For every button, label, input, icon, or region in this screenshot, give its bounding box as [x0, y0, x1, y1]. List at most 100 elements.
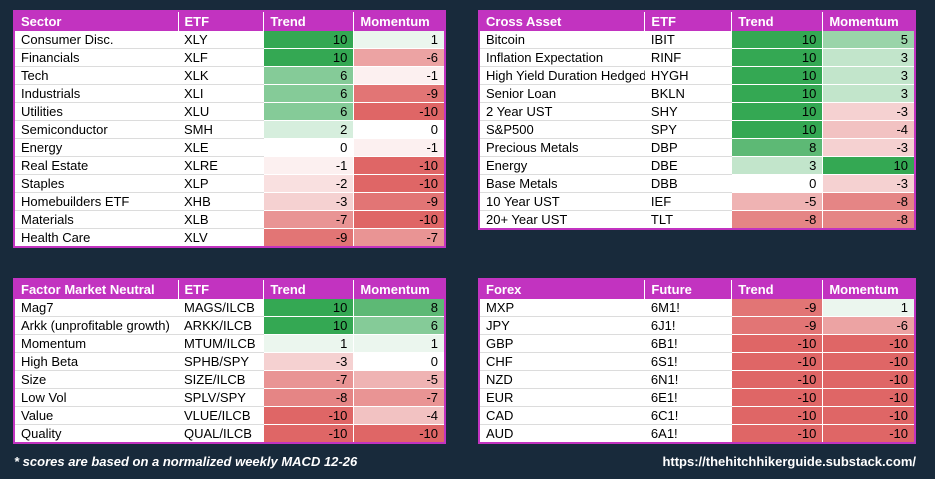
- substack-url-link[interactable]: https://thehitchhikerguide.substack.com/: [662, 454, 916, 469]
- momentum-score-cell: -4: [353, 406, 444, 425]
- asset-name-cell: Materials: [15, 210, 179, 229]
- ticker-cell: 6B1!: [644, 334, 732, 353]
- momentum-score-cell: -10: [353, 210, 444, 229]
- ticker-cell: XLF: [178, 48, 264, 67]
- ticker-cell: TLT: [644, 210, 732, 228]
- factor_market_neutral-grid: Factor Market Neutral ETF Trend Momentum Mag…: [15, 280, 444, 442]
- trend-score-cell: -9: [263, 228, 354, 246]
- trend-score-cell: -3: [263, 352, 354, 371]
- momentum-score-cell: -3: [822, 138, 914, 157]
- momentum-score-cell: -10: [353, 156, 444, 175]
- momentum-score-cell: -10: [822, 406, 914, 425]
- header-row: Forex Future Trend Momentum: [480, 280, 914, 299]
- asset-name-cell: Precious Metals: [480, 138, 645, 157]
- table-row: High Yield Duration Hedged HYGH 10 3: [480, 66, 914, 85]
- trend-score-cell: 10: [731, 84, 823, 103]
- table-row: Homebuilders ETF XHB -3 -9: [15, 192, 444, 211]
- asset-name-cell: GBP: [480, 334, 645, 353]
- asset-name-cell: High Beta: [15, 352, 179, 371]
- table-row: Tech XLK 6 -1: [15, 66, 444, 85]
- momentum-score-cell: 0: [353, 120, 444, 139]
- table-row: Quality QUAL/ILCB -10 -10: [15, 424, 444, 442]
- forex-table: Forex Future Trend Momentum MXP 6M1! -9 1 JPY 6J1…: [478, 278, 916, 444]
- table-row: EUR 6E1! -10 -10: [480, 388, 914, 407]
- table-row: Low Vol SPLV/SPY -8 -7: [15, 388, 444, 407]
- ticker-cell: DBB: [644, 174, 732, 193]
- ticker-cell: 6A1!: [644, 424, 732, 442]
- momentum-score-cell: 0: [353, 352, 444, 371]
- trend-score-cell: -10: [731, 424, 823, 442]
- table-row: Semiconductor SMH 2 0: [15, 120, 444, 139]
- asset-name-cell: NZD: [480, 370, 645, 389]
- momentum-score-cell: 8: [353, 299, 444, 317]
- asset-name-cell: 10 Year UST: [480, 192, 645, 211]
- trend-score-cell: -10: [731, 352, 823, 371]
- asset-name-cell: Energy: [480, 156, 645, 175]
- trend-score-cell: -5: [731, 192, 823, 211]
- table-row: Precious Metals DBP 8 -3: [480, 138, 914, 157]
- table-row: 2 Year UST SHY 10 -3: [480, 102, 914, 121]
- category-header: Cross Asset: [480, 12, 645, 31]
- table-row: Senior Loan BKLN 10 3: [480, 84, 914, 103]
- table-row: Staples XLP -2 -10: [15, 174, 444, 193]
- table-row: MXP 6M1! -9 1: [480, 299, 914, 317]
- ticker-cell: XLU: [178, 102, 264, 121]
- trend-score-cell: 10: [731, 102, 823, 121]
- asset-name-cell: Momentum: [15, 334, 179, 353]
- asset-name-cell: Bitcoin: [480, 31, 645, 49]
- category-header: Factor Market Neutral: [15, 280, 179, 299]
- asset-name-cell: AUD: [480, 424, 645, 442]
- ticker-cell: 6E1!: [644, 388, 732, 407]
- table-row: Real Estate XLRE -1 -10: [15, 156, 444, 175]
- trend-score-cell: 6: [263, 66, 354, 85]
- ticker-cell: DBE: [644, 156, 732, 175]
- trend-score-cell: -10: [263, 424, 354, 442]
- momentum-header: Momentum: [822, 12, 914, 31]
- asset-name-cell: Real Estate: [15, 156, 179, 175]
- asset-name-cell: JPY: [480, 316, 645, 335]
- asset-name-cell: Semiconductor: [15, 120, 179, 139]
- ticker-cell: 6J1!: [644, 316, 732, 335]
- table-row: S&P500 SPY 10 -4: [480, 120, 914, 139]
- asset-name-cell: Senior Loan: [480, 84, 645, 103]
- momentum-score-cell: -5: [353, 370, 444, 389]
- trend-score-cell: -2: [263, 174, 354, 193]
- asset-name-cell: Inflation Expectation: [480, 48, 645, 67]
- momentum-score-cell: -10: [822, 388, 914, 407]
- momentum-score-cell: -6: [822, 316, 914, 335]
- trend-header: Trend: [263, 280, 354, 299]
- momentum-score-cell: -7: [353, 388, 444, 407]
- trend-header: Trend: [731, 12, 823, 31]
- table-row: Financials XLF 10 -6: [15, 48, 444, 67]
- cross_asset-grid: Cross Asset ETF Trend Momentum Bitcoin IBIT 10…: [480, 12, 914, 228]
- momentum-score-cell: -6: [353, 48, 444, 67]
- header-row: Sector ETF Trend Momentum: [15, 12, 444, 31]
- asset-name-cell: EUR: [480, 388, 645, 407]
- ticker-cell: XHB: [178, 192, 264, 211]
- momentum-score-cell: 5: [822, 31, 914, 49]
- trend-score-cell: -7: [263, 210, 354, 229]
- asset-name-cell: Utilities: [15, 102, 179, 121]
- momentum-score-cell: 10: [822, 156, 914, 175]
- trend-header: Trend: [731, 280, 823, 299]
- momentum-score-cell: -9: [353, 84, 444, 103]
- momentum-header: Momentum: [353, 12, 444, 31]
- table-row: Value VLUE/ILCB -10 -4: [15, 406, 444, 425]
- trend-score-cell: -8: [731, 210, 823, 228]
- ticker-cell: XLE: [178, 138, 264, 157]
- ticker-header: ETF: [177, 12, 264, 31]
- ticker-cell: XLY: [178, 31, 264, 49]
- ticker-header: Future: [644, 280, 732, 299]
- momentum-score-cell: -3: [822, 174, 914, 193]
- table-row: CHF 6S1! -10 -10: [480, 352, 914, 371]
- ticker-cell: 6N1!: [644, 370, 732, 389]
- ticker-cell: RINF: [644, 48, 732, 67]
- asset-name-cell: Quality: [15, 424, 179, 442]
- table-row: High Beta SPHB/SPY -3 0: [15, 352, 444, 371]
- asset-name-cell: CHF: [480, 352, 645, 371]
- asset-name-cell: Base Metals: [480, 174, 645, 193]
- asset-name-cell: Health Care: [15, 228, 179, 246]
- ticker-cell: XLB: [178, 210, 264, 229]
- table-row: Energy DBE 3 10: [480, 156, 914, 175]
